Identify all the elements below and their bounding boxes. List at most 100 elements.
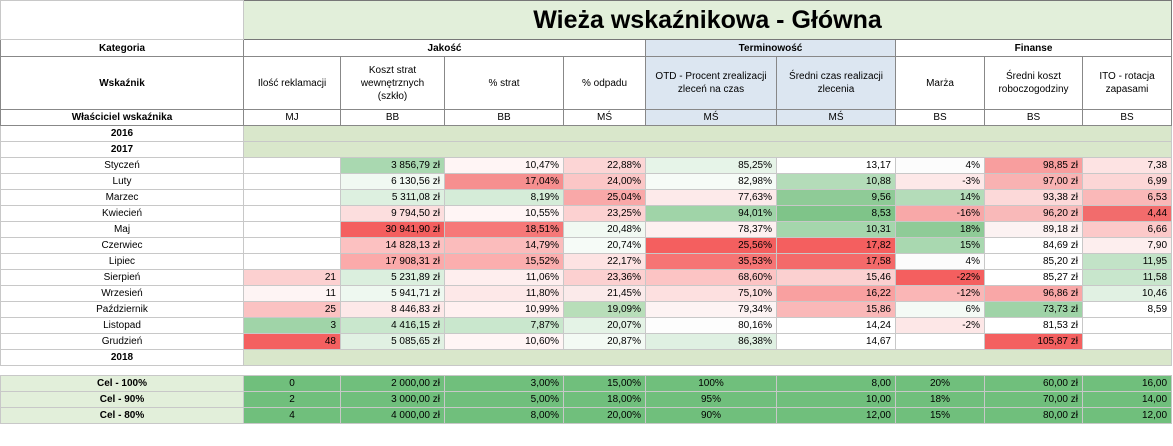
avg-hourly-cost-cell[interactable]: 96,86 zł: [984, 285, 1083, 302]
goal-internal-loss-cost-cell[interactable]: 4 000,00 zł: [340, 407, 445, 424]
avg-hourly-cost-cell[interactable]: 98,85 zł: [984, 157, 1083, 174]
internal-loss-cost-cell[interactable]: 5 311,08 zł: [340, 189, 445, 206]
waste-percent-cell[interactable]: 20,48%: [563, 221, 646, 238]
internal-loss-cost-cell[interactable]: 9 794,50 zł: [340, 205, 445, 222]
goal-avg-lead-time-cell[interactable]: 12,00: [776, 407, 896, 424]
owner-cell[interactable]: MŚ: [645, 109, 777, 126]
otd-cell[interactable]: 85,25%: [645, 157, 777, 174]
owner-cell[interactable]: BS: [895, 109, 985, 126]
avg-lead-time-cell[interactable]: 17,82: [776, 237, 896, 254]
margin-cell[interactable]: 4%: [895, 253, 985, 270]
avg-lead-time-cell[interactable]: 10,88: [776, 173, 896, 190]
goal-loss-percent-cell[interactable]: 3,00%: [444, 375, 564, 392]
month-label[interactable]: Lipiec: [0, 253, 244, 270]
month-label[interactable]: Listopad: [0, 317, 244, 334]
complaints-cell[interactable]: [243, 253, 341, 270]
internal-loss-cost-cell[interactable]: 6 130,56 zł: [340, 173, 445, 190]
loss-percent-cell[interactable]: 10,99%: [444, 301, 564, 318]
owner-cell[interactable]: BS: [1081, 109, 1173, 126]
month-label[interactable]: Październik: [0, 301, 244, 318]
goal-avg-hourly-cost-cell[interactable]: 70,00 zł: [984, 391, 1083, 408]
otd-cell[interactable]: 75,10%: [645, 285, 777, 302]
ito-cell[interactable]: 7,38: [1081, 157, 1173, 174]
goal-label[interactable]: Cel - 100%: [0, 375, 244, 392]
goal-avg-lead-time-cell[interactable]: 10,00: [776, 391, 896, 408]
avg-lead-time-cell[interactable]: 8,53: [776, 205, 896, 222]
margin-cell[interactable]: [895, 333, 985, 350]
owner-cell[interactable]: BB: [444, 109, 564, 126]
otd-cell[interactable]: 79,34%: [645, 301, 777, 318]
margin-cell[interactable]: -22%: [895, 269, 985, 286]
year-2016-band[interactable]: [242, 125, 1173, 142]
otd-cell[interactable]: 77,63%: [645, 189, 777, 206]
goal-avg-hourly-cost-cell[interactable]: 80,00 zł: [984, 407, 1083, 424]
indicator-loss-percent[interactable]: % strat: [444, 56, 564, 110]
loss-percent-cell[interactable]: 10,47%: [444, 157, 564, 174]
goal-waste-percent-cell[interactable]: 20,00%: [563, 407, 646, 424]
otd-cell[interactable]: 35,53%: [645, 253, 777, 270]
ito-cell[interactable]: 7,90: [1081, 237, 1173, 254]
owner-cell[interactable]: MŚ: [776, 109, 896, 126]
avg-lead-time-cell[interactable]: 16,22: [776, 285, 896, 302]
complaints-cell[interactable]: 48: [243, 333, 341, 350]
month-row[interactable]: Grudzień 48 5 085,65 zł 10,60% 20,87% 86,38% 1…: [0, 333, 1173, 350]
otd-cell[interactable]: 80,16%: [645, 317, 777, 334]
internal-loss-cost-cell[interactable]: 5 941,71 zł: [340, 285, 445, 302]
goal-ito-cell[interactable]: 12,00: [1081, 407, 1173, 424]
waste-percent-cell[interactable]: 22,88%: [563, 157, 646, 174]
internal-loss-cost-cell[interactable]: 4 416,15 zł: [340, 317, 445, 334]
group-finance[interactable]: Finanse: [894, 39, 1173, 57]
goal-avg-lead-time-cell[interactable]: 8,00: [776, 375, 896, 392]
goal-internal-loss-cost-cell[interactable]: 3 000,00 zł: [340, 391, 445, 408]
indicator-complaints[interactable]: Ilość reklamacji: [243, 56, 341, 110]
owner-cell[interactable]: BB: [340, 109, 445, 126]
waste-percent-cell[interactable]: 20,07%: [563, 317, 646, 334]
goal-complaints-cell[interactable]: 0: [243, 375, 341, 392]
avg-hourly-cost-cell[interactable]: 96,20 zł: [984, 205, 1083, 222]
margin-cell[interactable]: 14%: [895, 189, 985, 206]
internal-loss-cost-cell[interactable]: 8 446,83 zł: [340, 301, 445, 318]
waste-percent-cell[interactable]: 20,74%: [563, 237, 646, 254]
avg-hourly-cost-cell[interactable]: 97,00 zł: [984, 173, 1083, 190]
indicator-waste-percent[interactable]: % odpadu: [563, 56, 646, 110]
goal-row[interactable]: Cel - 90% 2 3 000,00 zł 5,00% 18,00% 95% 10,00…: [0, 391, 1173, 408]
avg-lead-time-cell[interactable]: 17,58: [776, 253, 896, 270]
internal-loss-cost-cell[interactable]: 30 941,90 zł: [340, 221, 445, 238]
waste-percent-cell[interactable]: 25,04%: [563, 189, 646, 206]
goal-label[interactable]: Cel - 90%: [0, 391, 244, 408]
month-label[interactable]: Kwiecień: [0, 205, 244, 222]
ito-cell[interactable]: [1081, 333, 1173, 350]
year-2018-band[interactable]: [242, 349, 1173, 366]
month-row[interactable]: Listopad 3 4 416,15 zł 7,87% 20,07% 80,16% 14,…: [0, 317, 1173, 334]
ito-cell[interactable]: 6,99: [1081, 173, 1173, 190]
avg-hourly-cost-cell[interactable]: 81,53 zł: [984, 317, 1083, 334]
year-2017-band[interactable]: [242, 141, 1173, 158]
goal-margin-cell[interactable]: 15%: [895, 407, 985, 424]
goal-loss-percent-cell[interactable]: 5,00%: [444, 391, 564, 408]
goal-waste-percent-cell[interactable]: 18,00%: [563, 391, 646, 408]
avg-lead-time-cell[interactable]: 9,56: [776, 189, 896, 206]
loss-percent-cell[interactable]: 15,52%: [444, 253, 564, 270]
avg-hourly-cost-cell[interactable]: 89,18 zł: [984, 221, 1083, 238]
avg-hourly-cost-cell[interactable]: 105,87 zł: [984, 333, 1083, 350]
complaints-cell[interactable]: 21: [243, 269, 341, 286]
month-row[interactable]: Lipiec 17 908,31 zł 15,52% 22,17% 35,53% 17,5…: [0, 253, 1173, 270]
goal-margin-cell[interactable]: 20%: [895, 375, 985, 392]
avg-hourly-cost-cell[interactable]: 84,69 zł: [984, 237, 1083, 254]
indicator-internal-loss-cost[interactable]: Koszt strat wewnętrznych (szkło): [340, 56, 445, 110]
complaints-cell[interactable]: [243, 221, 341, 238]
waste-percent-cell[interactable]: 24,00%: [563, 173, 646, 190]
otd-cell[interactable]: 68,60%: [645, 269, 777, 286]
category-header[interactable]: Kategoria: [0, 39, 244, 57]
loss-percent-cell[interactable]: 18,51%: [444, 221, 564, 238]
loss-percent-cell[interactable]: 17,04%: [444, 173, 564, 190]
waste-percent-cell[interactable]: 22,17%: [563, 253, 646, 270]
avg-hourly-cost-cell[interactable]: 93,38 zł: [984, 189, 1083, 206]
loss-percent-cell[interactable]: 8,19%: [444, 189, 564, 206]
month-row[interactable]: Październik 25 8 446,83 zł 10,99% 19,09% 79,3…: [0, 301, 1173, 318]
goal-ito-cell[interactable]: 16,00: [1081, 375, 1173, 392]
ito-cell[interactable]: 6,66: [1081, 221, 1173, 238]
ito-cell[interactable]: 11,95: [1081, 253, 1173, 270]
avg-hourly-cost-cell[interactable]: 73,73 zł: [984, 301, 1083, 318]
goal-ito-cell[interactable]: 14,00: [1081, 391, 1173, 408]
